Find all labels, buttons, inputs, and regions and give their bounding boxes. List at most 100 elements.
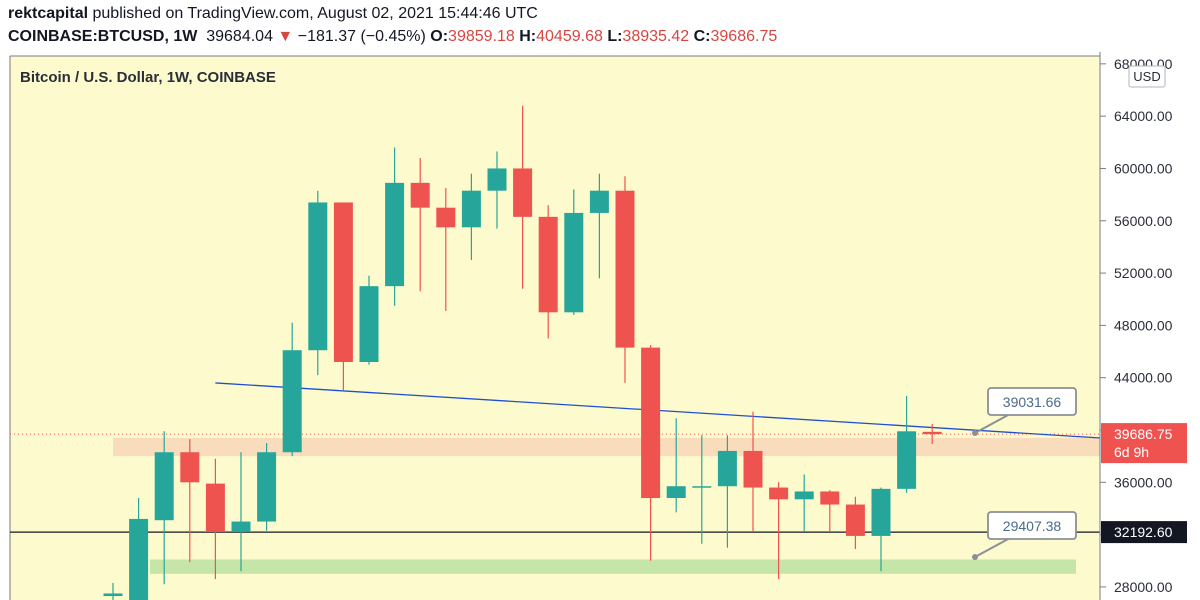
price-axis-background — [1100, 50, 1200, 600]
candle — [333, 202, 353, 391]
candle — [385, 147, 405, 306]
candle — [743, 411, 763, 532]
candle — [845, 496, 865, 549]
candle — [410, 158, 430, 292]
candle — [820, 490, 840, 532]
price-change: −181.37 (−0.45%) — [297, 28, 426, 45]
candle — [717, 435, 737, 548]
candle-body — [282, 350, 302, 453]
y-tick-label: 48000.00 — [1114, 317, 1173, 333]
y-tick-label: 60000.00 — [1114, 160, 1173, 176]
candle — [513, 105, 533, 289]
candle — [154, 431, 174, 585]
last-price: 39684.04 — [206, 28, 273, 45]
line-price-tag-value: 32192.60 — [1114, 524, 1173, 540]
low-label: L: — [607, 28, 623, 45]
candle-body — [641, 347, 661, 498]
candle-body — [205, 483, 225, 532]
y-tick-label: 28000.00 — [1114, 579, 1173, 595]
high-label: H: — [519, 28, 537, 45]
y-tick-label: 56000.00 — [1114, 213, 1173, 229]
price-callout: 29407.38 — [972, 511, 1077, 560]
candle-body — [564, 212, 584, 313]
y-tick-label: 52000.00 — [1114, 265, 1173, 281]
candle-body — [308, 202, 328, 351]
candle-body — [333, 202, 353, 362]
candle-body — [513, 168, 533, 217]
candle — [180, 439, 200, 563]
candle — [231, 452, 251, 572]
candle-body — [538, 216, 558, 313]
currency-badge — [1128, 65, 1166, 88]
candle-body — [231, 521, 251, 532]
callout-pointer — [974, 537, 1011, 558]
candle-body — [897, 431, 917, 489]
candle-body — [129, 518, 149, 600]
callout-box — [987, 387, 1077, 416]
candle — [871, 487, 891, 572]
candle — [666, 418, 686, 513]
candle-body — [820, 491, 840, 505]
candle-body — [871, 488, 891, 536]
open-label: O: — [430, 28, 449, 45]
callout-anchor — [972, 430, 978, 436]
candle — [205, 458, 225, 580]
candle — [794, 474, 814, 532]
candle-body — [154, 452, 174, 521]
candle-body — [257, 452, 277, 522]
candle-body — [743, 450, 763, 488]
candle-body — [794, 491, 814, 500]
currency-label: USD — [1133, 69, 1160, 84]
bar-countdown: 6d 9h — [1114, 444, 1149, 460]
callout-pointer — [974, 413, 1011, 434]
candle — [615, 176, 635, 383]
candle — [487, 151, 507, 229]
candle-body — [845, 504, 865, 536]
candle-body — [717, 450, 737, 487]
candle — [359, 275, 379, 365]
y-tick-label: 44000.00 — [1114, 370, 1173, 386]
candle-body — [922, 431, 942, 435]
current-price-tag-value: 39686.75 — [1114, 426, 1173, 442]
candle — [461, 173, 481, 260]
y-tick-label: 36000.00 — [1114, 474, 1173, 490]
candle-body — [487, 168, 507, 191]
candle-body — [385, 182, 405, 287]
candle — [564, 189, 584, 315]
chart-title: Bitcoin / U.S. Dollar, 1W, COINBASE — [20, 69, 276, 86]
down-arrow-icon: ▼ — [277, 28, 294, 45]
symbol-label: COINBASE:BTCUSD, 1W — [8, 28, 198, 45]
y-tick-label: 64000.00 — [1114, 108, 1173, 124]
candle-body — [359, 286, 379, 362]
candle — [692, 435, 712, 544]
candle — [436, 188, 456, 311]
candle-body — [769, 487, 789, 500]
publish-text: published on TradingView.com, August 02,… — [92, 5, 538, 22]
candle — [538, 205, 558, 339]
high-value: 40459.68 — [536, 28, 603, 45]
resistance-zone — [113, 437, 1100, 457]
low-value: 38935.42 — [622, 28, 690, 45]
open-value: 39859.18 — [448, 28, 515, 45]
candle-body — [615, 190, 635, 348]
candle-body — [461, 190, 481, 228]
candle-body — [666, 486, 686, 498]
candle-body — [103, 593, 123, 597]
candle-body — [180, 452, 200, 483]
candle — [897, 396, 917, 493]
candle-body — [692, 486, 712, 488]
candle — [922, 423, 942, 444]
close-value: 39686.75 — [710, 28, 778, 45]
candle — [641, 345, 661, 561]
candle — [103, 583, 123, 600]
close-label: C: — [693, 28, 711, 45]
callout-label: 29407.38 — [1003, 518, 1062, 534]
candle — [769, 482, 789, 580]
candle — [308, 190, 328, 376]
current-price-tag — [1101, 423, 1187, 464]
symbol-info: COINBASE:BTCUSD, 1W 39684.04 ▼ −181.37 (… — [8, 28, 777, 46]
price-callout: 39031.66 — [972, 387, 1077, 436]
candle-body — [436, 207, 456, 228]
descending-trendline — [215, 382, 1120, 440]
